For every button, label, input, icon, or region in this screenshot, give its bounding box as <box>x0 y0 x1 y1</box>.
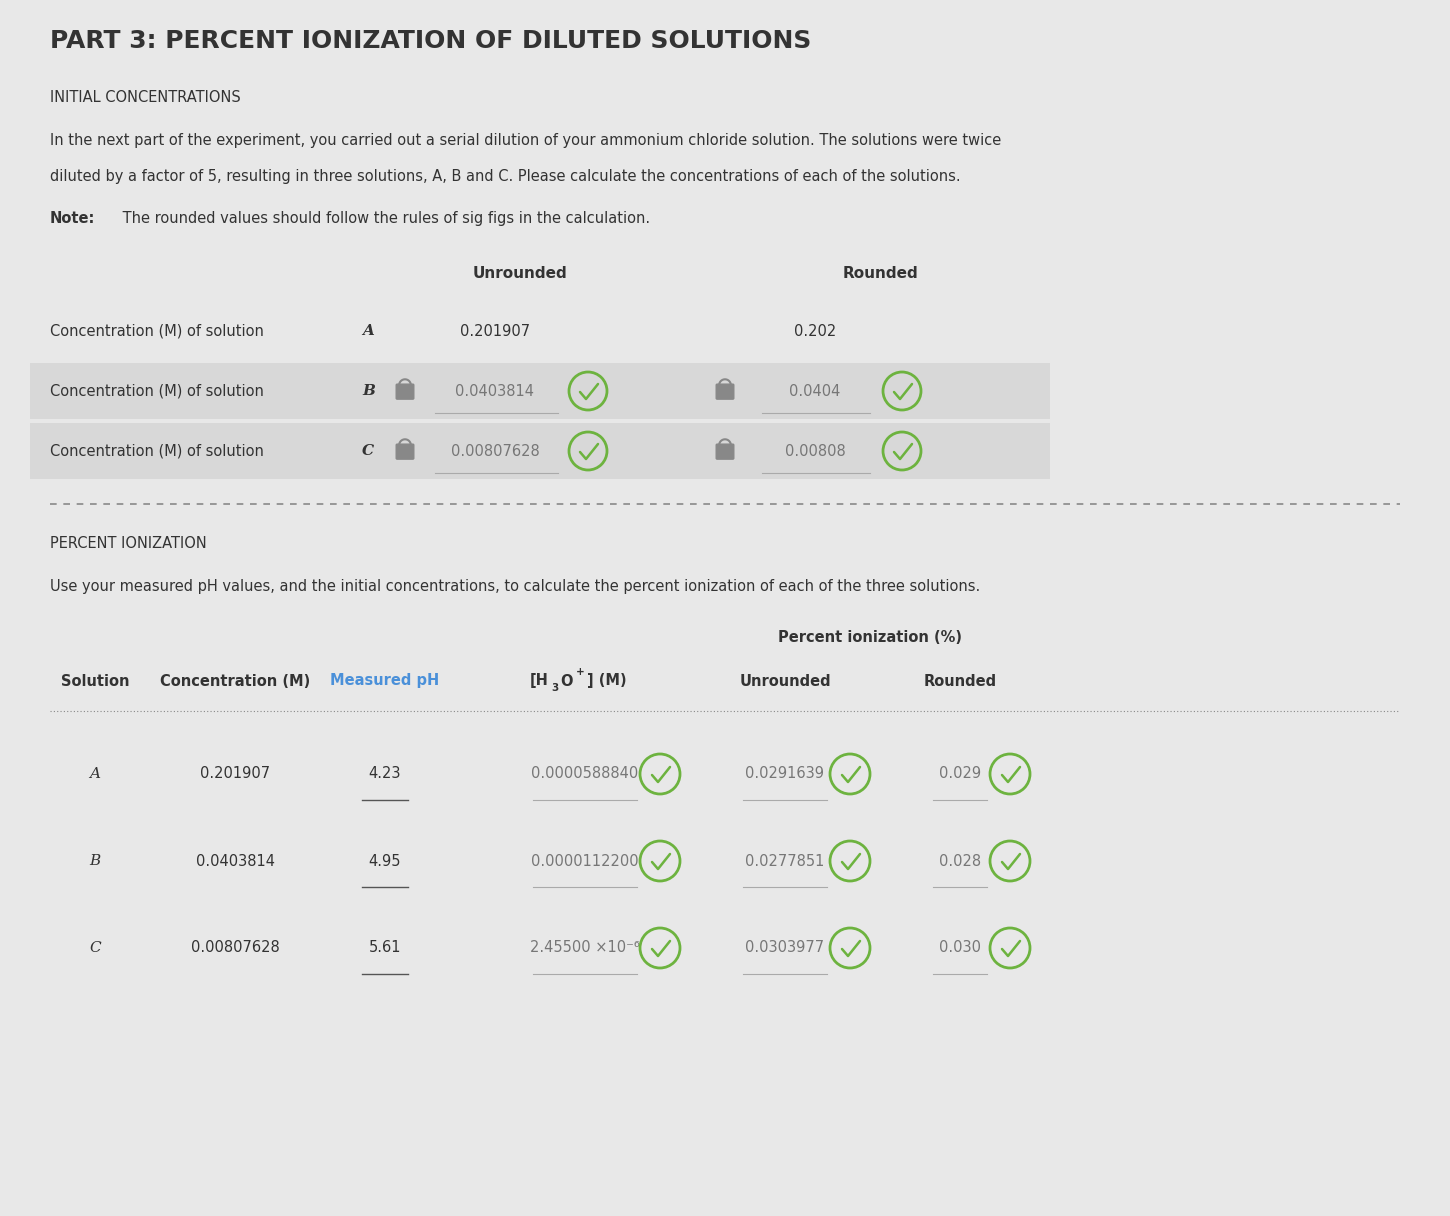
Text: 0.00808: 0.00808 <box>784 444 845 458</box>
FancyBboxPatch shape <box>716 444 734 460</box>
FancyBboxPatch shape <box>30 423 1050 479</box>
Text: 2.45500 ×10⁻⁶: 2.45500 ×10⁻⁶ <box>531 940 639 956</box>
Text: C: C <box>90 941 102 955</box>
Text: 0.201907: 0.201907 <box>200 766 270 782</box>
Text: 0.030: 0.030 <box>940 940 982 956</box>
FancyBboxPatch shape <box>716 384 734 399</box>
Text: Measured pH: Measured pH <box>331 674 439 688</box>
Text: The rounded values should follow the rules of sig figs in the calculation.: The rounded values should follow the rul… <box>117 212 650 226</box>
Text: 0.0000112200: 0.0000112200 <box>531 854 639 868</box>
Text: Unrounded: Unrounded <box>473 266 567 281</box>
Text: Use your measured pH values, and the initial concentrations, to calculate the pe: Use your measured pH values, and the ini… <box>49 579 980 593</box>
Text: 0.0404: 0.0404 <box>789 383 841 399</box>
Text: 0.0000588840: 0.0000588840 <box>531 766 638 782</box>
Text: Note:: Note: <box>49 212 96 226</box>
Text: C: C <box>362 444 374 458</box>
Text: 0.029: 0.029 <box>940 766 982 782</box>
FancyBboxPatch shape <box>396 444 413 460</box>
Text: O: O <box>560 674 573 688</box>
Text: +: + <box>576 668 584 677</box>
Text: 3: 3 <box>551 683 558 693</box>
Text: 4.23: 4.23 <box>368 766 402 782</box>
Text: B: B <box>90 854 100 868</box>
Text: 4.95: 4.95 <box>368 854 402 868</box>
Text: 0.201907: 0.201907 <box>460 323 531 338</box>
Text: 0.00807628: 0.00807628 <box>190 940 280 956</box>
Text: Concentration (M): Concentration (M) <box>160 674 310 688</box>
Text: Percent ionization (%): Percent ionization (%) <box>779 631 961 646</box>
Text: Concentration (M) of solution: Concentration (M) of solution <box>49 383 268 399</box>
Text: Concentration (M) of solution: Concentration (M) of solution <box>49 444 268 458</box>
Text: Concentration (M) of solution: Concentration (M) of solution <box>49 323 268 338</box>
Text: Rounded: Rounded <box>842 266 918 281</box>
Text: 0.0403814: 0.0403814 <box>455 383 535 399</box>
Text: 5.61: 5.61 <box>368 940 402 956</box>
Text: 0.00807628: 0.00807628 <box>451 444 539 458</box>
Text: A: A <box>362 323 374 338</box>
Text: diluted by a factor of 5, resulting in three solutions, A, B and C. Please calcu: diluted by a factor of 5, resulting in t… <box>49 169 960 184</box>
Text: ] (M): ] (M) <box>587 674 626 688</box>
Text: 0.0403814: 0.0403814 <box>196 854 274 868</box>
Text: [H: [H <box>531 674 550 688</box>
Text: 0.0291639: 0.0291639 <box>745 766 825 782</box>
Text: B: B <box>362 384 376 398</box>
Text: PERCENT IONIZATION: PERCENT IONIZATION <box>49 536 207 552</box>
Text: Solution: Solution <box>61 674 129 688</box>
Text: 0.202: 0.202 <box>795 323 837 338</box>
Text: A: A <box>90 767 100 781</box>
Text: In the next part of the experiment, you carried out a serial dilution of your am: In the next part of the experiment, you … <box>49 133 1002 147</box>
Text: 0.028: 0.028 <box>940 854 982 868</box>
FancyBboxPatch shape <box>30 364 1050 420</box>
Text: 0.0277851: 0.0277851 <box>745 854 825 868</box>
Text: Unrounded: Unrounded <box>740 674 831 688</box>
Text: INITIAL CONCENTRATIONS: INITIAL CONCENTRATIONS <box>49 90 241 106</box>
Text: Rounded: Rounded <box>924 674 996 688</box>
FancyBboxPatch shape <box>396 384 413 399</box>
Text: 0.0303977: 0.0303977 <box>745 940 825 956</box>
Text: PART 3: PERCENT IONIZATION OF DILUTED SOLUTIONS: PART 3: PERCENT IONIZATION OF DILUTED SO… <box>49 29 812 54</box>
